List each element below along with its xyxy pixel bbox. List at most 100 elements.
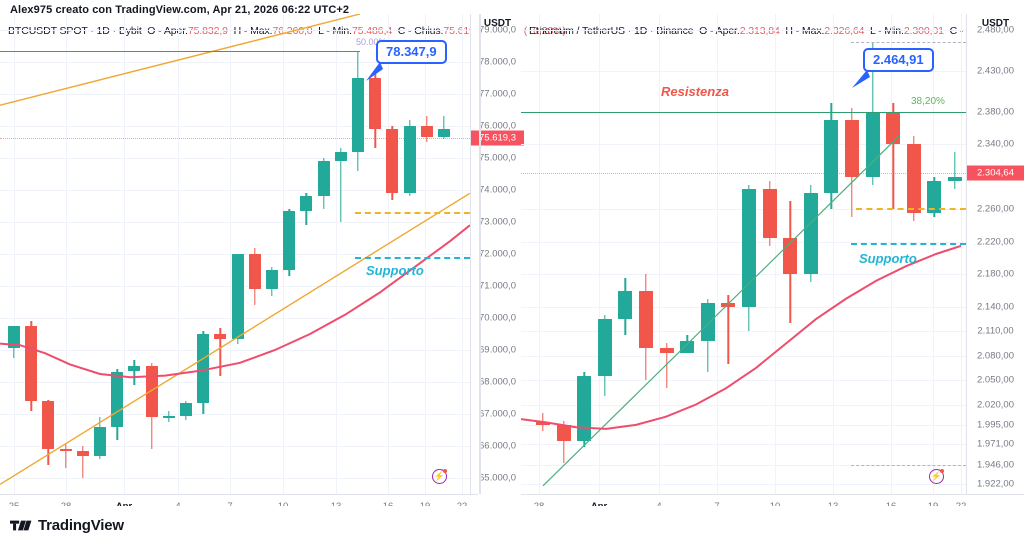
candlestick-wick xyxy=(892,103,894,210)
gridline-vertical xyxy=(833,14,834,494)
candlestick xyxy=(128,14,141,494)
legend-high-label: H - Max. xyxy=(233,25,273,37)
moving-average-line xyxy=(521,244,962,430)
price-axis-tick: 71.000,0 xyxy=(479,280,516,292)
alert-badge-dot xyxy=(940,469,944,473)
gridline-horizontal xyxy=(521,144,966,146)
gridline-horizontal xyxy=(521,306,966,308)
price-callout[interactable]: 78.347,9 xyxy=(376,40,447,64)
legend-symbol[interactable]: BTCUSDT SPOT xyxy=(8,25,88,37)
candlestick-body xyxy=(386,129,399,194)
candlestick xyxy=(906,14,921,494)
gridline-horizontal xyxy=(521,484,966,486)
candlestick-body xyxy=(721,302,736,307)
price-callout[interactable]: 2.464,91 xyxy=(863,48,934,72)
candlestick-body xyxy=(248,254,261,290)
price-axis-tick: 65.000,0 xyxy=(479,472,516,484)
trendline-support-green xyxy=(542,135,900,487)
candlestick xyxy=(214,14,227,494)
chart-pane-btcusdt[interactable]: BTCUSDT SPOT · 1D · Bybit O - Aper.75.83… xyxy=(0,14,566,494)
gridline-horizontal xyxy=(0,414,470,415)
overlay-lines xyxy=(521,135,962,487)
legend-close-label: C - Chius. xyxy=(397,25,444,37)
candlestick-wick xyxy=(443,116,445,139)
fib-line-50 xyxy=(0,50,360,52)
gridline-vertical xyxy=(599,14,600,494)
candlestick xyxy=(42,14,55,494)
tradingview-logo[interactable]: TradingView xyxy=(10,517,124,534)
candlestick-body xyxy=(536,422,550,425)
gridline-vertical xyxy=(891,14,892,494)
price-axis-tick: 70.000,0 xyxy=(479,312,516,324)
price-axis-tick: 2.140,00 xyxy=(977,301,1014,313)
gridline-horizontal xyxy=(521,444,966,446)
candlestick xyxy=(886,14,901,494)
legend-low-value: 75.486,4 xyxy=(351,25,393,37)
candlestick-body xyxy=(334,151,347,162)
price-axis-tick: 2.020,00 xyxy=(977,399,1014,410)
price-axis-tick: 73.000,0 xyxy=(479,216,516,228)
gridline-horizontal xyxy=(521,380,966,382)
plot-area-btcusdt[interactable]: 50.00% Supporto 78.347,9 ⚡ xyxy=(0,14,470,494)
gridline-horizontal xyxy=(521,30,966,32)
candlestick xyxy=(248,14,261,494)
candlestick-body xyxy=(59,449,72,452)
price-axis-tick: 76.000,0 xyxy=(479,120,516,132)
price-axis-tick: 2.380,00 xyxy=(977,106,1014,118)
trendline-resistance-orange xyxy=(0,14,361,106)
price-axis-tick: 68.000,0 xyxy=(479,376,516,388)
gridline-horizontal xyxy=(0,350,470,351)
candlestick-body xyxy=(438,129,450,138)
candlestick-body xyxy=(352,78,364,152)
candlestick xyxy=(927,14,942,494)
gridline-vertical xyxy=(462,14,463,494)
legend-low-label: L - Min. xyxy=(318,25,352,37)
gridline-vertical xyxy=(539,14,540,494)
support-label: Supporto xyxy=(859,251,917,267)
moving-average-line xyxy=(0,224,470,379)
watermark-text: Alex975 creato con TradingView.com, Apr … xyxy=(10,4,350,16)
price-axis-tick: 2.080,00 xyxy=(977,350,1014,362)
support-dashed-line xyxy=(355,257,470,260)
candlestick-wick xyxy=(82,446,84,478)
gridline-vertical xyxy=(178,14,179,494)
price-axis-tick: 75.000,0 xyxy=(479,152,516,164)
candlestick-wick xyxy=(64,442,67,469)
gridline-vertical xyxy=(961,14,962,494)
pane-divider xyxy=(479,14,481,494)
price-axis-tick: 66.000,0 xyxy=(479,440,516,452)
alert-icon[interactable]: ⚡ xyxy=(929,469,944,484)
gridline-vertical xyxy=(124,14,125,494)
alert-icon[interactable]: ⚡ xyxy=(432,469,447,484)
gridline-horizontal xyxy=(0,94,470,95)
gridline-horizontal xyxy=(0,126,470,127)
price-axis-tick: 2.180,00 xyxy=(977,268,1014,280)
candlestick xyxy=(721,14,736,494)
candlestick xyxy=(845,14,859,494)
candlestick xyxy=(317,14,330,494)
gridline-vertical xyxy=(336,14,337,494)
gridline-horizontal xyxy=(0,62,470,63)
candlestick-wick xyxy=(954,152,956,189)
legend-open-value: 75.832,9 xyxy=(187,25,228,37)
candlestick-body xyxy=(906,144,921,214)
candlestick-body xyxy=(845,119,859,177)
candlestick-wick xyxy=(727,294,730,364)
plot-area-ethusdt[interactable]: Resistenza 38,20% Supporto 2.464,91 ⚡ xyxy=(521,14,966,494)
candlestick xyxy=(438,14,450,494)
callout-pointer xyxy=(366,62,383,81)
price-axis-tick: 78.000,0 xyxy=(479,56,516,68)
candlestick-body xyxy=(180,402,192,416)
gridline-vertical xyxy=(659,14,660,494)
support-dashed-line xyxy=(851,243,966,246)
legend-interval[interactable]: 1D xyxy=(96,25,110,37)
fib-dashed-gray-top xyxy=(851,42,966,44)
candlestick-body xyxy=(76,450,89,456)
price-axis-ethusdt[interactable]: USDT 2.480,00 2.430,00 2.380,00 2.340,00 2.2… xyxy=(966,14,1024,494)
price-axis-tick: 2.110,00 xyxy=(977,325,1014,337)
chart-pane-ethusdt[interactable]: Ethereum / TetherUS · 1D · Binance O - A… xyxy=(521,14,1024,494)
gridline-horizontal xyxy=(521,355,966,357)
price-axis-tick: 72.000,0 xyxy=(479,248,516,260)
candlestick-body xyxy=(700,302,715,342)
